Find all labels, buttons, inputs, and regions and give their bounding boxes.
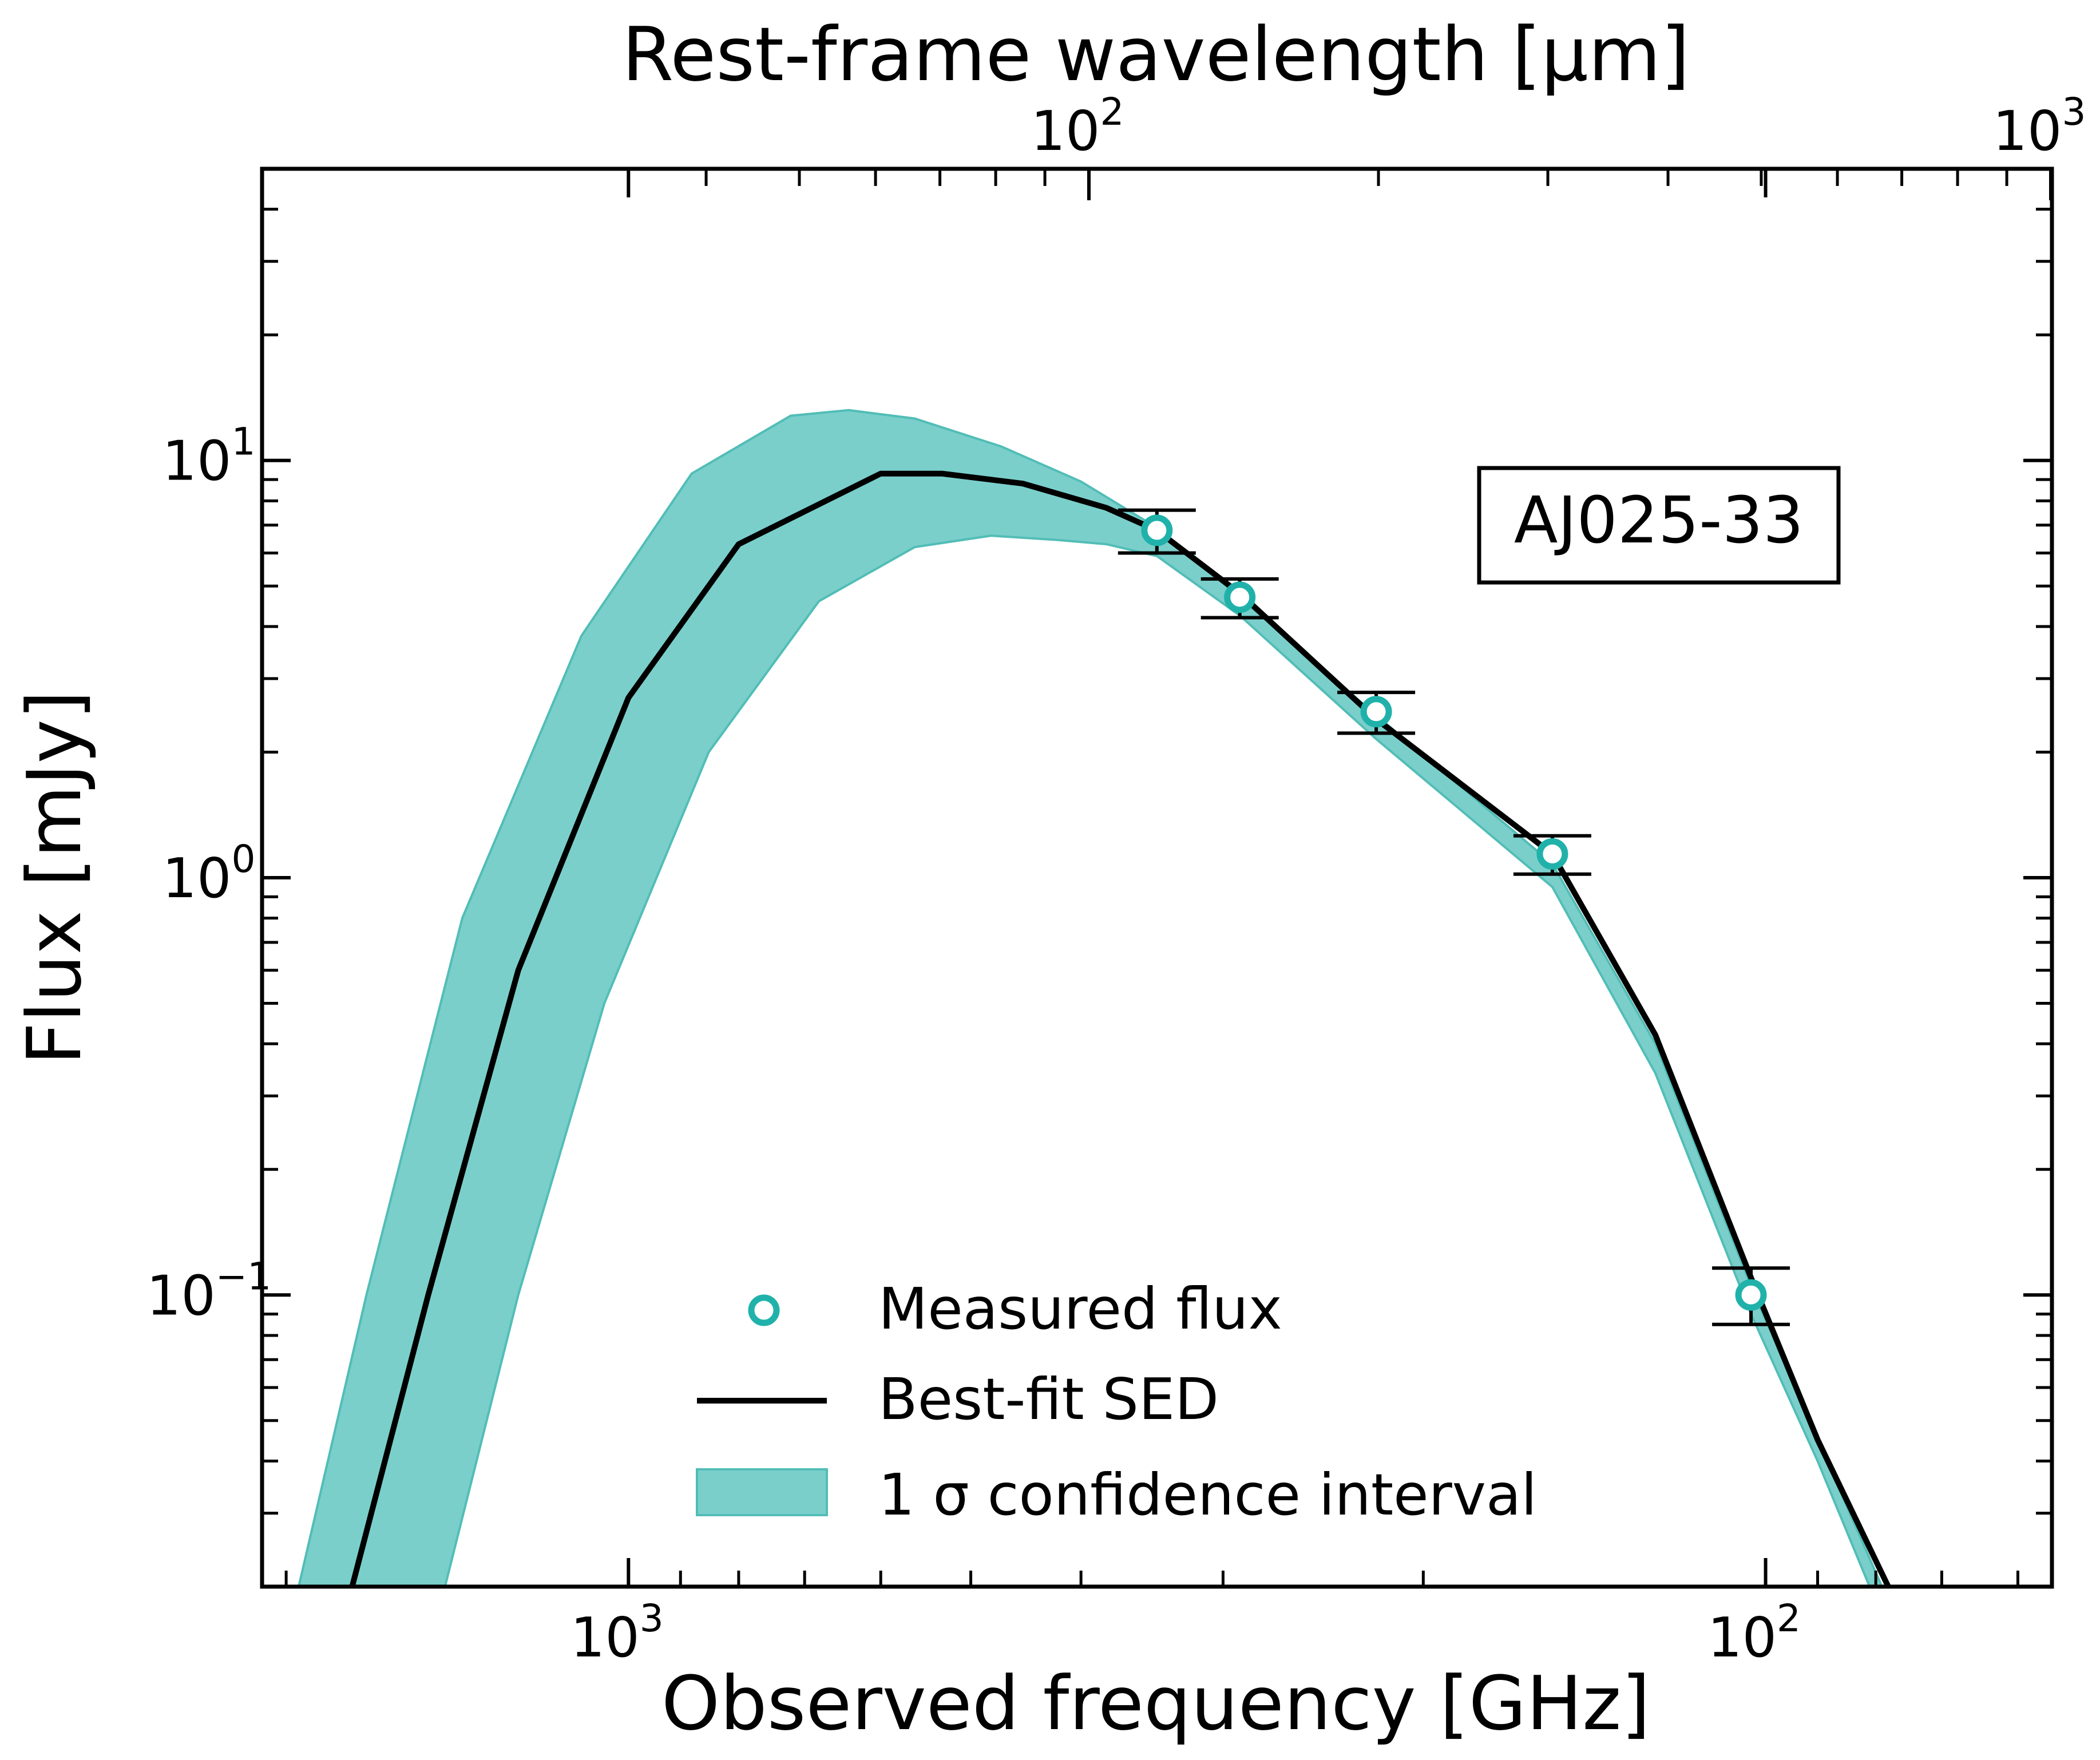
x2-tick-label: 103 [1993,90,2086,163]
confidence-band [297,409,1884,1587]
data-point-4 [1735,1279,1767,1311]
x2-axis-title: Rest-frame wavelength [μm] [622,11,1690,98]
source-label: AJ025-33 [1514,483,1804,558]
legend: Measured flux Best-fit SED 1 σ confidenc… [696,1275,1537,1528]
best-fit-curve [349,470,1891,1587]
x-tick-label: 103 [570,1596,664,1670]
y-tick-label: 100 [163,837,256,910]
legend-label-measured: Measured flux [878,1275,1282,1342]
source-label-box: AJ025-33 [1477,466,1841,585]
data-point-0 [1141,514,1173,546]
data-point-3 [1536,838,1568,870]
y-tick-label: 101 [163,420,256,493]
data-point-2 [1360,696,1392,728]
legend-label-bestfit: Best-fit SED [878,1366,1219,1433]
legend-label-band: 1 σ confidence interval [878,1461,1537,1528]
x-tick-label: 102 [1707,1596,1801,1670]
plot-area [297,409,1891,1587]
plot-frame [260,167,2054,1589]
data-point-1 [1224,581,1256,613]
legend-marker-measured [748,1294,780,1326]
x2-tick-label: 102 [1031,90,1124,163]
y-tick-label: 10−1 [146,1254,271,1327]
axis-labels: 103 102 102 103 10−1 100 101 [146,90,2086,1670]
legend-marker-band [696,1468,828,1516]
x-axis-title: Observed frequency [GHz] [661,1660,1650,1747]
y-axis-title: Flux [mJy] [11,691,98,1065]
